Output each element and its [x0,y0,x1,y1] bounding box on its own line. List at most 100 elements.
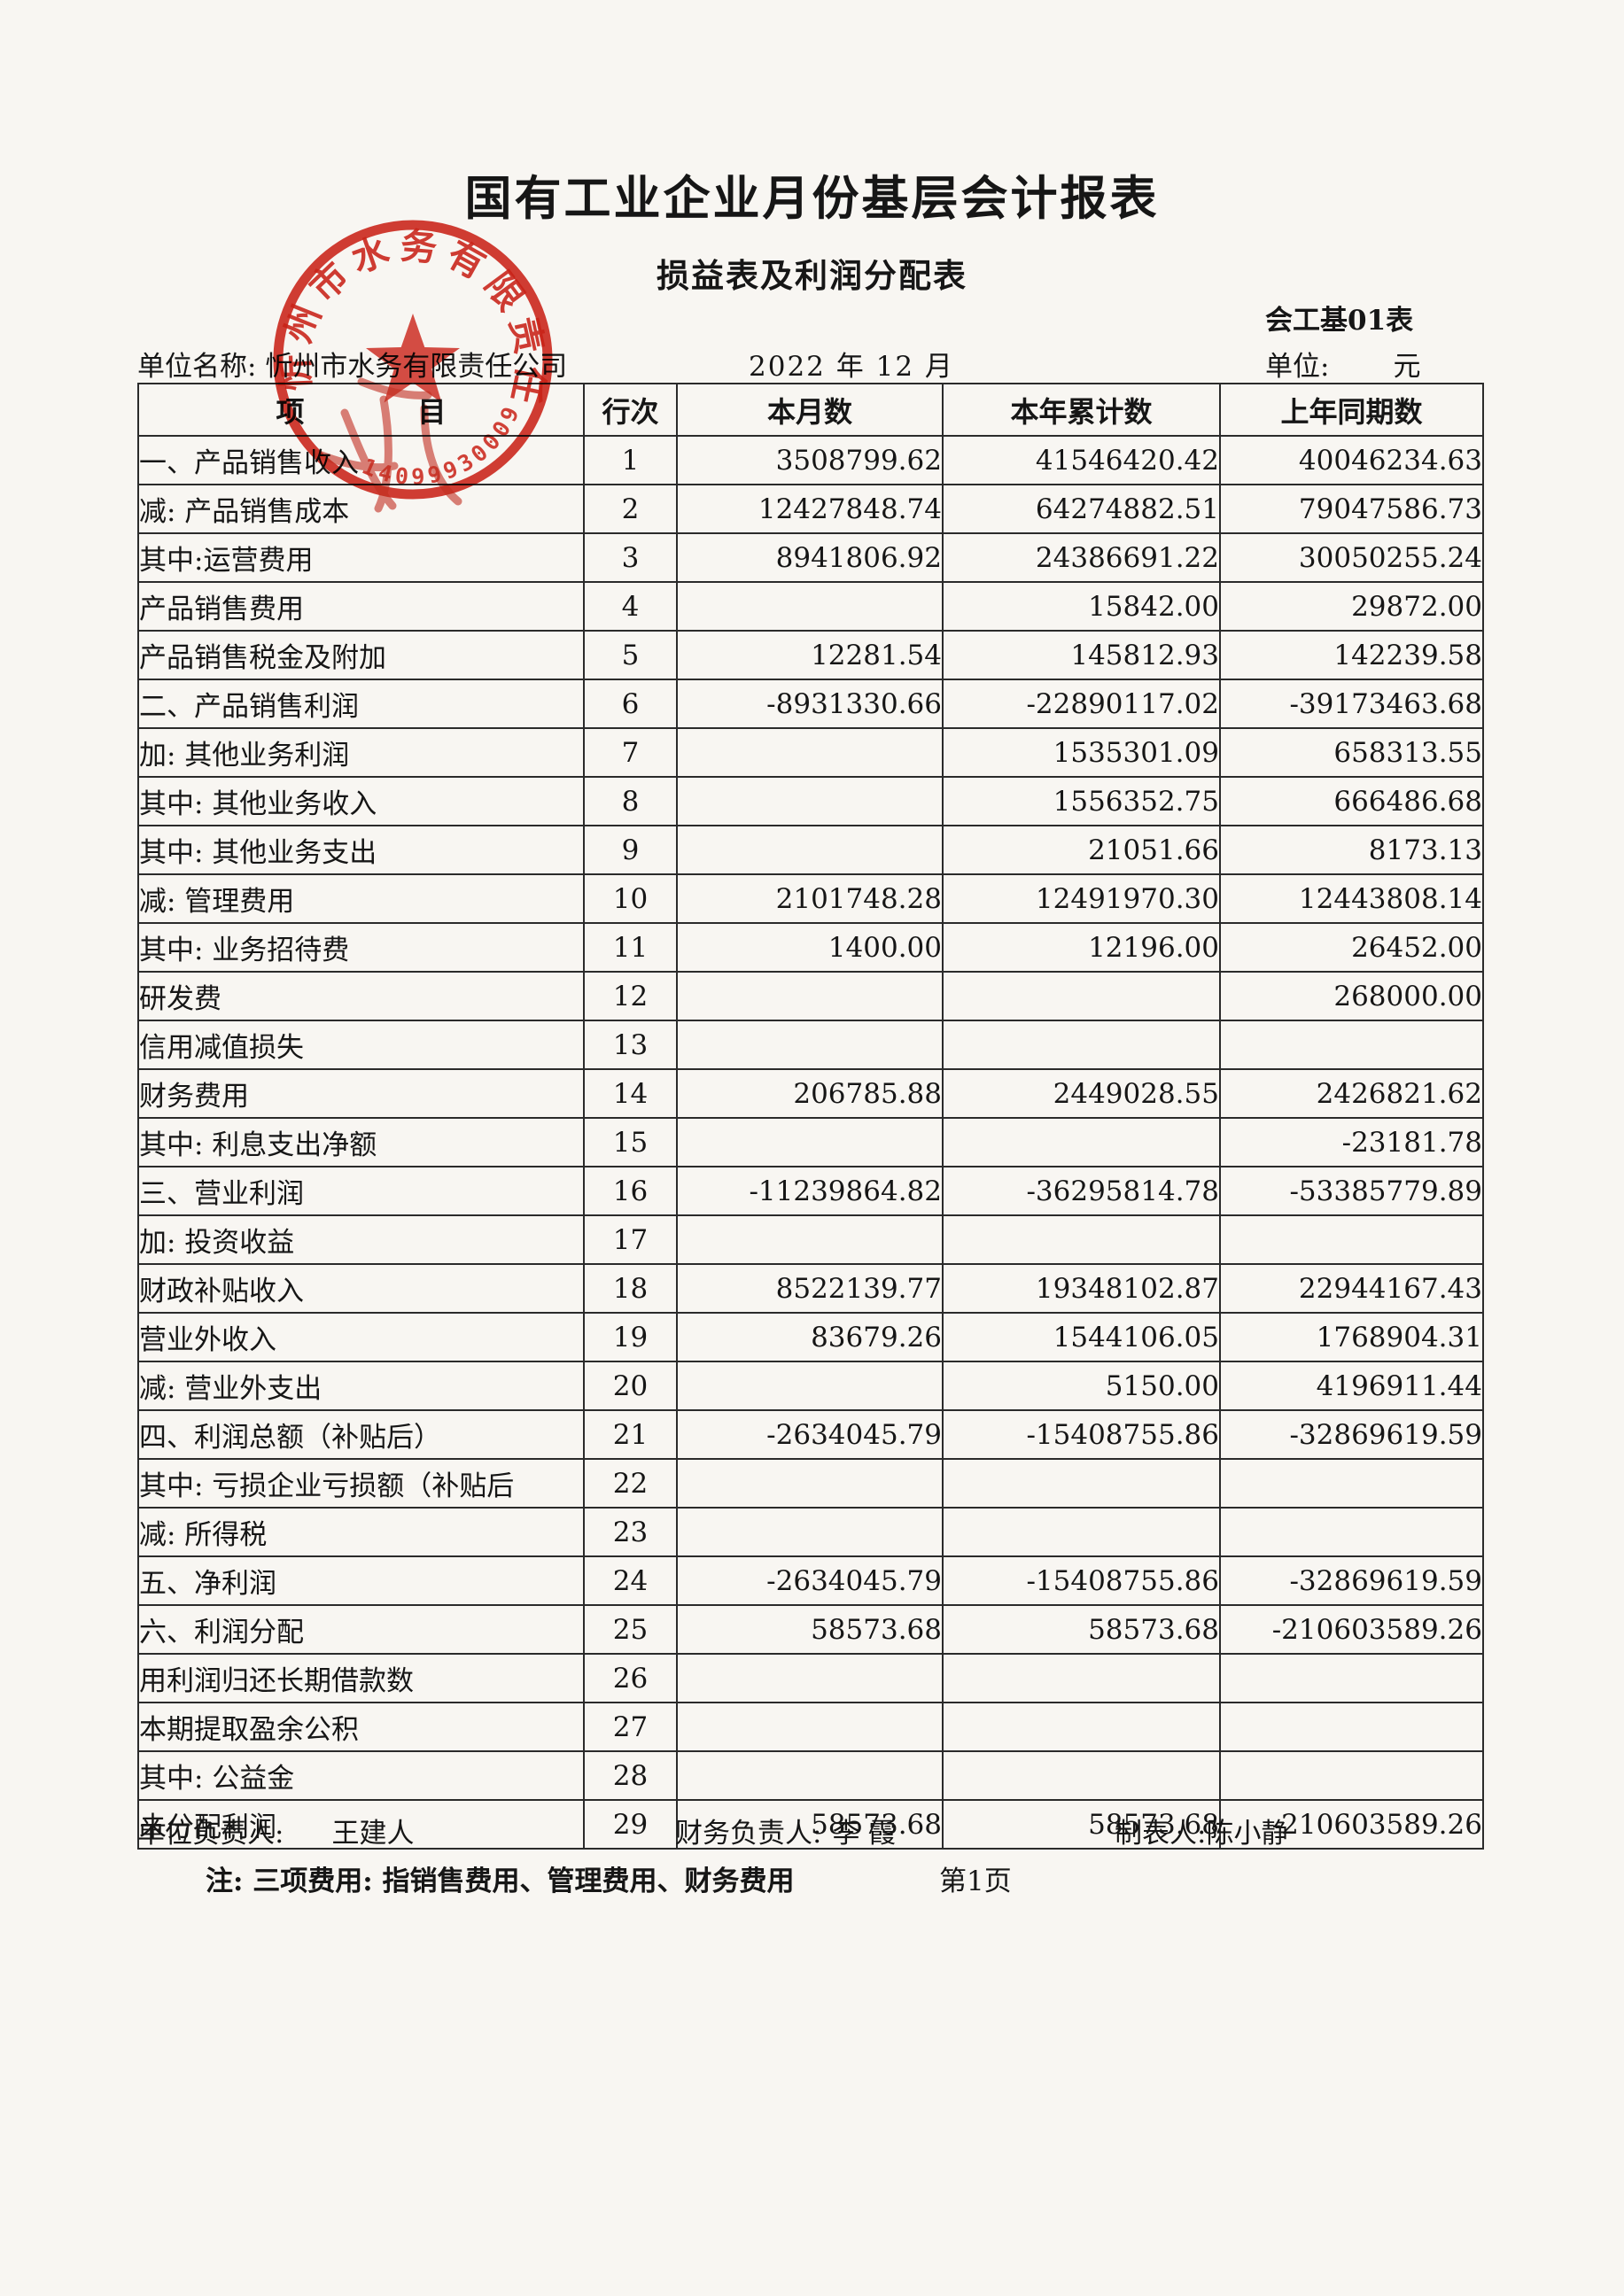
row-current-month: 12281.54 [676,630,944,680]
row-prior-year: 142239.58 [1219,630,1484,680]
row-line-no: 16 [583,1166,678,1216]
row-prior-year: 2426821.62 [1219,1068,1484,1119]
row-line-no: 27 [583,1702,678,1752]
row-line-no: 13 [583,1020,678,1070]
row-prior-year: 4196911.44 [1219,1361,1484,1411]
table-row: 本期提取盈余公积 27 [137,1702,1484,1752]
row-prior-year [1219,1214,1484,1265]
row-line-no: 18 [583,1263,678,1314]
page-subtitle: 损益表及利润分配表 [657,256,967,295]
row-year-to-date: -36295814.78 [942,1166,1221,1216]
row-prior-year: 666486.68 [1219,776,1484,826]
row-current-month [676,727,944,778]
row-year-to-date [942,1214,1221,1265]
row-line-no: 10 [583,873,678,924]
row-line-no: 14 [583,1068,678,1119]
table-row: 产品销售税金及附加 5 12281.54 145812.93 142239.58 [137,630,1484,680]
finance-head: 财务负责人: 李 霞 [675,1818,897,1850]
row-item-label: 未分配利润 [137,1799,585,1850]
row-year-to-date: 24386691.22 [942,532,1221,583]
row-year-to-date [942,1020,1221,1070]
row-prior-year: 22944167.43 [1219,1263,1484,1314]
row-current-month [676,1507,944,1557]
row-item-label: 减: 营业外支出 [137,1361,585,1411]
table-row: 其中: 亏损企业亏损额（补贴后 22 [137,1458,1484,1509]
row-year-to-date: 145812.93 [942,630,1221,680]
row-year-to-date: 1556352.75 [942,776,1221,826]
row-current-month: 83679.26 [676,1312,944,1362]
row-current-month: -2634045.79 [676,1555,944,1606]
row-item-label: 信用减值损失 [137,1020,585,1070]
row-item-label: 五、净利润 [137,1555,585,1606]
row-current-month [676,971,944,1021]
table-row: 用利润归还长期借款数 26 [137,1653,1484,1703]
row-year-to-date [942,1507,1221,1557]
row-line-no: 2 [583,484,678,534]
table-row: 二、产品销售利润 6 -8931330.66 -22890117.02 -391… [137,679,1484,729]
row-line-no: 28 [583,1750,678,1801]
row-item-label: 减: 产品销售成本 [137,484,585,534]
row-current-month [676,1020,944,1070]
table-row: 其中: 其他业务支出 9 21051.66 8173.13 [137,825,1484,875]
table-row: 财务费用 14 206785.88 2449028.55 2426821.62 [137,1068,1484,1119]
row-year-to-date: 1535301.09 [942,727,1221,778]
row-line-no: 20 [583,1361,678,1411]
page-number: 第1页 [939,1866,1012,1897]
row-item-label: 财务费用 [137,1068,585,1119]
table-row: 未分配利润 29 58573.68 58573.68 -210603589.26 [137,1799,1484,1850]
row-item-label: 三、营业利润 [137,1166,585,1216]
row-item-label: 财政补贴收入 [137,1263,585,1314]
unit-head: 单位负责人: 王建人 [137,1818,415,1850]
row-prior-year: -39173463.68 [1219,679,1484,729]
row-item-label: 其中: 业务招待费 [137,922,585,973]
currency-unit: 单位: 元 [1265,351,1421,383]
row-current-month: 12427848.74 [676,484,944,534]
row-prior-year: 1768904.31 [1219,1312,1484,1362]
row-year-to-date [942,1653,1221,1703]
row-current-month [676,1458,944,1509]
row-item-label: 其中:运营费用 [137,532,585,583]
row-line-no: 5 [583,630,678,680]
row-prior-year: 268000.00 [1219,971,1484,1021]
row-year-to-date [942,971,1221,1021]
row-line-no: 25 [583,1604,678,1655]
row-item-label: 研发费 [137,971,585,1021]
row-year-to-date: 21051.66 [942,825,1221,875]
row-prior-year: -23181.78 [1219,1117,1484,1167]
header-prior-year: 上年同期数 [1219,383,1484,437]
table-row: 减: 所得税 23 [137,1507,1484,1557]
row-item-label: 其中: 利息支出净额 [137,1117,585,1167]
row-current-month: 8522139.77 [676,1263,944,1314]
header-item: 项 目 [137,383,585,437]
page-title: 国有工业企业月份基层会计报表 [464,171,1160,226]
table-row: 产品销售费用 4 15842.00 29872.00 [137,581,1484,632]
table-row: 三、营业利润 16 -11239864.82 -36295814.78 -533… [137,1166,1484,1216]
header-year-to-date: 本年累计数 [942,383,1221,437]
row-year-to-date: 5150.00 [942,1361,1221,1411]
table-row: 减: 管理费用 10 2101748.28 12491970.30 124438… [137,873,1484,924]
row-year-to-date: 15842.00 [942,581,1221,632]
row-year-to-date: 12196.00 [942,922,1221,973]
row-item-label: 二、产品销售利润 [137,679,585,729]
row-year-to-date: 64274882.51 [942,484,1221,534]
form-code: 会工基01表 [1265,305,1414,337]
table-row: 研发费 12 268000.00 [137,971,1484,1021]
row-prior-year: 26452.00 [1219,922,1484,973]
row-year-to-date: 41546420.42 [942,435,1221,485]
row-prior-year [1219,1702,1484,1752]
row-current-month: -8931330.66 [676,679,944,729]
row-current-month: 58573.68 [676,1799,944,1850]
row-prior-year: 12443808.14 [1219,873,1484,924]
preparer: 制表人:陈小静 [1115,1818,1289,1850]
table-header-row: 项 目 行次 本月数 本年累计数 上年同期数 [137,383,1484,437]
row-prior-year [1219,1458,1484,1509]
row-item-label: 营业外收入 [137,1312,585,1362]
row-line-no: 6 [583,679,678,729]
row-line-no: 11 [583,922,678,973]
header-line-no: 行次 [583,383,678,437]
row-line-no: 24 [583,1555,678,1606]
row-line-no: 21 [583,1409,678,1460]
table-row: 其中: 利息支出净额 15 -23181.78 [137,1117,1484,1167]
row-line-no: 9 [583,825,678,875]
row-current-month: 206785.88 [676,1068,944,1119]
